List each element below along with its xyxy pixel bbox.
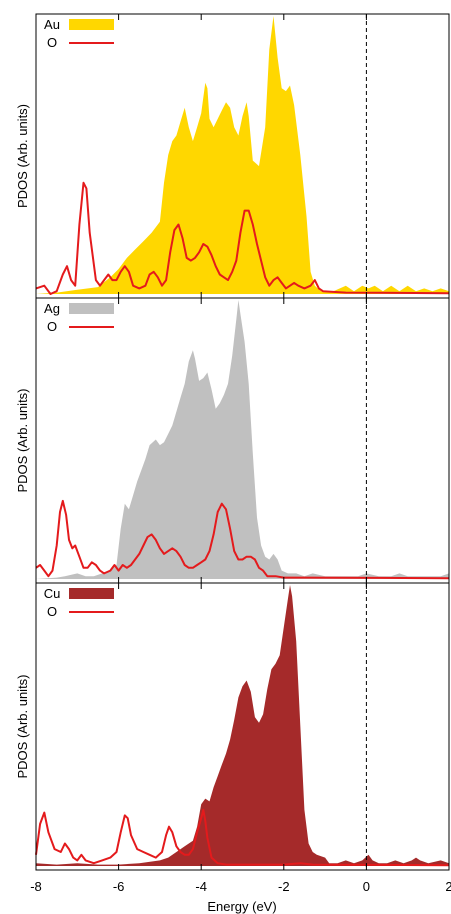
series-cu-area xyxy=(36,585,449,866)
x-tick-label: 0 xyxy=(363,879,370,894)
series-o-line xyxy=(35,181,450,295)
x-tick-label: -2 xyxy=(278,879,290,894)
legend-label-o: O xyxy=(47,319,57,334)
legend-label-au: Au xyxy=(44,17,60,32)
x-axis: -8 -6 -4 -2 0 2 xyxy=(30,879,451,894)
panel-3: Cu O PDOS (Arb. units) xyxy=(15,582,450,871)
y-axis-title: PDOS (Arb. units) xyxy=(15,388,30,492)
x-tick-label: -8 xyxy=(30,879,42,894)
series-ag-area xyxy=(36,300,449,579)
legend-swatch-cu xyxy=(69,588,114,599)
pdos-panels: Au O PDOS (Arb. units) Ag O PDOS (Arb. units)… xyxy=(15,13,450,871)
series-au-area xyxy=(36,16,449,294)
y-axis-title: PDOS (Arb. units) xyxy=(15,674,30,778)
legend-label-o: O xyxy=(47,35,57,50)
x-axis-title: Energy (eV) xyxy=(207,899,276,914)
legend-swatch-au xyxy=(69,19,114,30)
legend-label-o: O xyxy=(47,604,57,619)
panel-2: Ag O PDOS (Arb. units) xyxy=(15,297,450,584)
series-o-line xyxy=(35,499,450,580)
x-tick-label: -4 xyxy=(195,879,207,894)
y-axis-title: PDOS (Arb. units) xyxy=(15,104,30,208)
x-tick-label: -6 xyxy=(113,879,125,894)
panel-1: Au O PDOS (Arb. units) xyxy=(15,13,450,299)
x-tick-label: 2 xyxy=(445,879,451,894)
legend-label-ag: Ag xyxy=(44,301,60,316)
legend-label-cu: Cu xyxy=(44,586,61,601)
panel-frame xyxy=(35,582,450,871)
series-o-line xyxy=(35,808,450,867)
legend-swatch-ag xyxy=(69,303,114,314)
